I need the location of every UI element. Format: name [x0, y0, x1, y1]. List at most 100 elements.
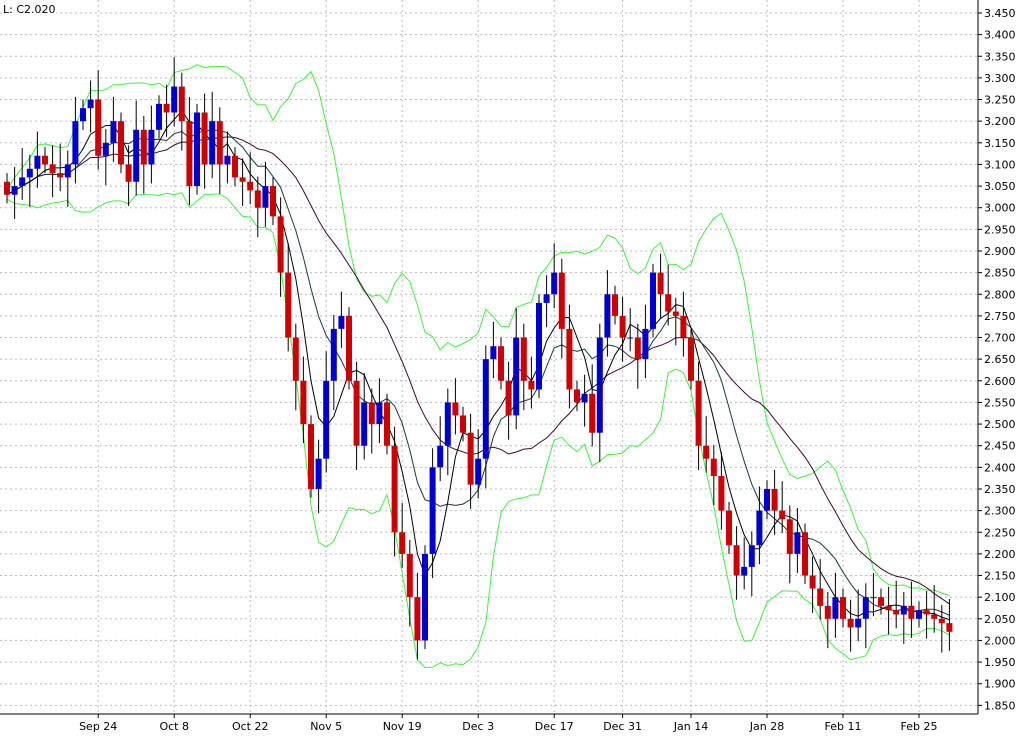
candle-body: [528, 380, 535, 390]
time-tick-label: Feb 25: [901, 720, 938, 733]
candle-body: [270, 186, 276, 217]
candle-body: [384, 402, 390, 446]
price-tick-label: 3.100: [984, 158, 1016, 171]
candle-body: [315, 458, 322, 489]
time-tick-label: Nov 19: [383, 720, 422, 733]
price-tick-label: 1.950: [984, 656, 1016, 669]
candle-body: [140, 129, 147, 165]
candle-body: [680, 315, 687, 338]
candle-body: [26, 168, 33, 178]
candle-body: [323, 380, 330, 459]
price-tick-label: 2.050: [984, 613, 1016, 626]
candle-body: [802, 532, 808, 576]
candle-body: [330, 328, 337, 381]
price-tick-label: 3.050: [984, 180, 1016, 193]
price-tick-label: 1.900: [984, 678, 1016, 691]
candle-body: [551, 272, 558, 295]
price-tick-label: 2.400: [984, 461, 1016, 474]
price-tick-label: 2.700: [984, 332, 1016, 345]
price-tick-label: 2.250: [984, 526, 1016, 539]
candle-body: [368, 402, 375, 425]
price-axis: 3.450 3.400 3.350 3.300 3.250 3.200 3.150 3.100…: [978, 7, 1016, 712]
candle-body: [657, 272, 664, 295]
candle-body: [49, 164, 56, 174]
candle-body: [885, 605, 892, 611]
price-tick-label: 3.250: [984, 94, 1016, 107]
candle-body: [764, 488, 770, 511]
candle-body: [824, 605, 831, 619]
candle-body: [460, 415, 466, 433]
candle-body: [536, 302, 542, 390]
candle-body: [209, 121, 216, 165]
price-tick-label: 3.450: [984, 7, 1016, 20]
candle-body: [938, 618, 945, 624]
candle-body: [338, 315, 345, 329]
candle-body: [634, 337, 641, 360]
candle-body: [11, 186, 18, 195]
candle-body: [422, 553, 428, 641]
candle-body: [346, 315, 352, 381]
candle-body: [163, 103, 170, 113]
candle-body: [232, 155, 238, 178]
candle-body: [490, 346, 497, 360]
price-tick-label: 2.450: [984, 440, 1016, 453]
candle-body: [148, 129, 155, 165]
candle-body: [566, 328, 573, 390]
price-tick-label: 3.000: [984, 202, 1016, 215]
candle-body: [437, 445, 444, 468]
candle-body: [406, 553, 413, 598]
price-tick-label: 2.350: [984, 483, 1016, 496]
candle-body: [285, 272, 292, 338]
price-tick-label: 3.300: [984, 72, 1016, 85]
candle-body: [771, 488, 778, 511]
candle-body: [57, 173, 64, 178]
candle-body: [156, 103, 162, 130]
candle-body: [95, 99, 102, 156]
price-tick-label: 2.600: [984, 375, 1016, 388]
candle-body: [840, 597, 846, 619]
price-tick-label: 2.000: [984, 634, 1016, 647]
price-tick-label: 1.850: [984, 699, 1016, 712]
candle-body: [34, 155, 41, 169]
candle-body: [900, 605, 907, 615]
price-tick-label: 2.850: [984, 267, 1016, 280]
candle-body: [216, 121, 223, 165]
candle-body: [513, 337, 520, 416]
candle-body: [452, 402, 459, 416]
candle-body: [756, 510, 763, 546]
upper-band-line: [6, 64, 950, 597]
candle-body: [80, 108, 86, 122]
candle-body: [604, 294, 611, 338]
time-tick-label: Sep 24: [79, 720, 117, 733]
candle-body: [224, 155, 231, 165]
candle-body: [308, 424, 314, 489]
time-tick-label: Dec 17: [535, 720, 574, 733]
time-tick-label: Jan 14: [673, 720, 708, 733]
candle-body: [847, 618, 854, 628]
candle-body: [642, 328, 649, 360]
price-tick-label: 2.500: [984, 418, 1016, 431]
status-readout: L: C2.020: [3, 3, 56, 16]
candle-body: [733, 545, 740, 576]
candle-body: [118, 121, 124, 165]
candle-body: [931, 614, 938, 619]
candle-body: [589, 393, 596, 433]
price-tick-label: 3.350: [984, 50, 1016, 63]
candle-body: [505, 380, 512, 416]
candle-body: [262, 186, 269, 208]
candle-body: [178, 86, 185, 122]
candle-body: [627, 337, 634, 339]
time-tick-label: Nov 5: [310, 720, 342, 733]
price-tick-label: 3.400: [984, 29, 1016, 42]
candle-body: [581, 393, 588, 403]
candle-body: [923, 610, 930, 615]
candle-body: [748, 545, 755, 567]
candle-body: [794, 532, 801, 554]
candle-body: [695, 380, 702, 446]
time-tick-label: Jan 28: [749, 720, 784, 733]
candle-body: [239, 177, 246, 182]
candles: [4, 57, 953, 660]
candle-body: [444, 402, 451, 446]
candle-body: [596, 337, 603, 433]
candle-body: [574, 389, 580, 403]
